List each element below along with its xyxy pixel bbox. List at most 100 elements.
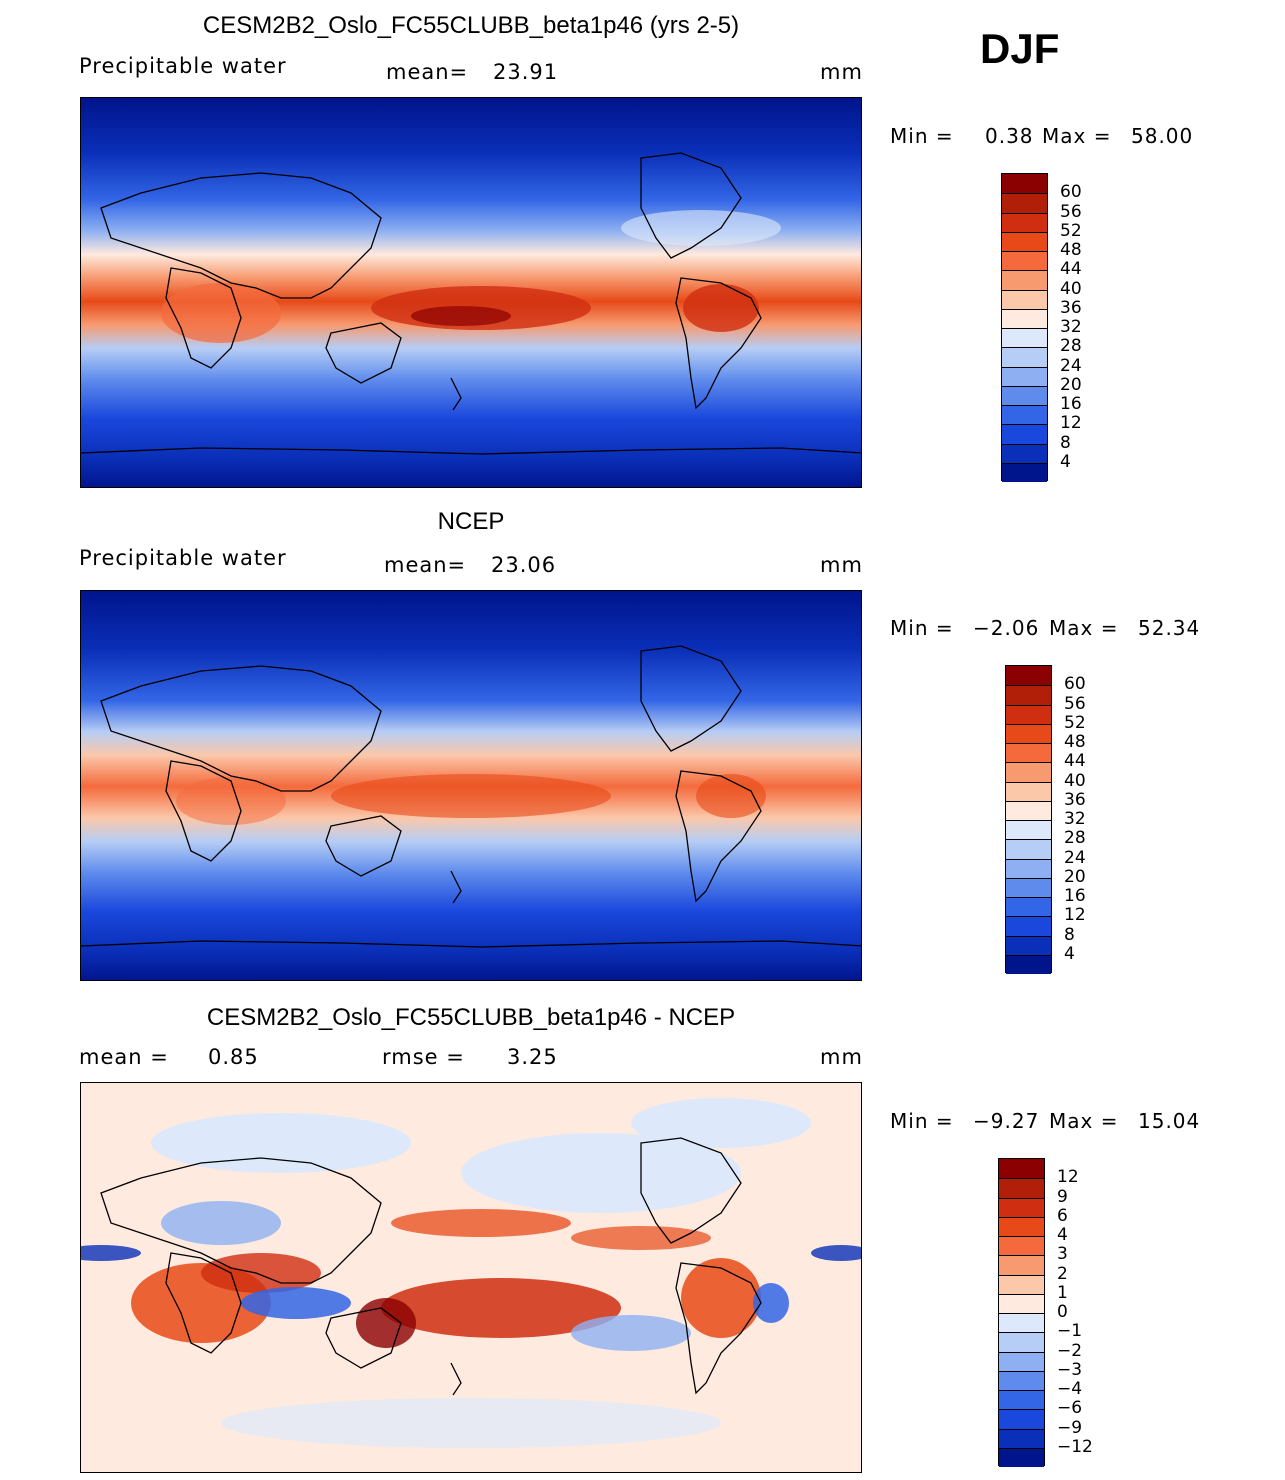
colorbar-cell (999, 1159, 1044, 1179)
colorbar-tick-label: 32 (1064, 809, 1086, 829)
colorbar-tick-label: 60 (1064, 674, 1086, 695)
colorbar-cell (1006, 685, 1051, 705)
colorbar-tick-label: 56 (1060, 201, 1082, 222)
colorbar-cell (1006, 800, 1051, 820)
colorbar-tick-label: 60 (1060, 182, 1082, 203)
colorbar-cell (1006, 935, 1051, 955)
colorbar-cell (1002, 308, 1047, 328)
panel-diff-mean-label: mean = (79, 1045, 169, 1069)
panel-model-variable: Precipitable water (79, 54, 287, 78)
panel-obs-title: NCEP (437, 508, 505, 535)
colorbar-cell (1002, 174, 1047, 194)
colorbar-cell (1002, 385, 1047, 405)
colorbar-cell (1006, 723, 1051, 743)
colorbar-cell (999, 1370, 1044, 1390)
colorbar-tick-label: −3 (1057, 1359, 1083, 1380)
panel-obs-max-label: Max = (1049, 616, 1119, 640)
panel-obs-units: mm (820, 553, 863, 577)
panel-diff-title: CESM2B2_Oslo_FC55CLUBB_beta1p46 - NCEP (206, 1004, 736, 1031)
panel-model-min-value: 0.38 (985, 124, 1034, 148)
panel-diff-max-value: 15.04 (1138, 1109, 1201, 1133)
colorbar-cell (1006, 877, 1051, 897)
colorbar-tick-label: 1 (1057, 1282, 1068, 1303)
panel-obs-colorbar (1005, 665, 1052, 974)
colorbar-tick-label: 8 (1060, 432, 1071, 453)
panel-diff-rmse-value: 3.25 (507, 1045, 558, 1069)
panel-diff-min-value: −9.27 (973, 1109, 1040, 1133)
colorbar-tick-label: 16 (1060, 394, 1082, 414)
panel-diff-colorbar (998, 1158, 1045, 1467)
colorbar-cell (1006, 954, 1051, 974)
colorbar-tick-label: 12 (1060, 413, 1082, 434)
colorbar-tick-label: 36 (1060, 297, 1082, 318)
colorbar-tick-label: 4 (1057, 1225, 1068, 1245)
colorbar-cell (1006, 858, 1051, 878)
panel-model-units: mm (820, 60, 863, 84)
colorbar-cell (1002, 405, 1047, 425)
colorbar-cell (1006, 916, 1051, 936)
colorbar-cell (1006, 762, 1051, 782)
panel-diff-rmse-label: rmse = (382, 1045, 465, 1069)
colorbar-cell (1002, 462, 1047, 482)
panel-model-min-label: Min = (890, 124, 954, 148)
colorbar-cell (1002, 251, 1047, 271)
panel-diff-units: mm (820, 1045, 863, 1069)
panel-obs-mean-label: mean= (384, 553, 467, 577)
colorbar-tick-label: 9 (1057, 1186, 1068, 1207)
colorbar-cell (999, 1409, 1044, 1429)
colorbar-tick-label: −1 (1057, 1321, 1083, 1342)
colorbar-cell (999, 1197, 1044, 1217)
colorbar-tick-label: 48 (1064, 732, 1086, 752)
season-label: DJF (980, 25, 1060, 72)
panel-obs-variable: Precipitable water (79, 546, 287, 570)
colorbar-cell (1002, 347, 1047, 367)
colorbar-tick-label: 40 (1060, 278, 1082, 299)
colorbar-cell (999, 1351, 1044, 1371)
colorbar-tick-label: 20 (1060, 374, 1082, 395)
colorbar-cell (1006, 897, 1051, 917)
colorbar-cell (1002, 193, 1047, 213)
panel-obs-min-value: −2.06 (973, 616, 1040, 640)
colorbar-tick-label: 6 (1057, 1205, 1068, 1226)
panel-diff-min-label: Min = (890, 1109, 954, 1133)
colorbar-tick-label: 32 (1060, 317, 1082, 337)
panel-model-mean-value: 23.91 (493, 60, 559, 84)
colorbar-cell (999, 1255, 1044, 1275)
colorbar-cell (999, 1390, 1044, 1410)
panel-model-max-value: 58.00 (1131, 124, 1194, 148)
colorbar-cell (1002, 289, 1047, 309)
colorbar-tick-label: 24 (1064, 847, 1086, 868)
colorbar-tick-label: 4 (1060, 451, 1071, 472)
colorbar-tick-label: 52 (1060, 220, 1082, 241)
colorbar-tick-label: −2 (1057, 1340, 1083, 1361)
colorbar-tick-label: −9 (1057, 1417, 1083, 1438)
colorbar-cell (1006, 839, 1051, 859)
panel-model-colorbar (1001, 173, 1048, 482)
colorbar-cell (1002, 270, 1047, 290)
colorbar-tick-label: 8 (1064, 924, 1075, 945)
colorbar-tick-label: 4 (1064, 943, 1075, 964)
colorbar-tick-label: −4 (1057, 1379, 1083, 1399)
colorbar-cell (1006, 743, 1051, 763)
colorbar-tick-label: 44 (1060, 259, 1082, 280)
colorbar-tick-label: 2 (1057, 1263, 1068, 1284)
colorbar-tick-label: 28 (1064, 828, 1086, 849)
colorbar-tick-label: 48 (1060, 240, 1082, 260)
colorbar-cell (999, 1447, 1044, 1467)
colorbar-tick-label: 44 (1064, 751, 1086, 772)
colorbar-cell (999, 1274, 1044, 1294)
panel-diff-max-label: Max = (1049, 1109, 1119, 1133)
panel-model-title: CESM2B2_Oslo_FC55CLUBB_beta1p46 (yrs 2-5… (202, 12, 740, 39)
colorbar-cell (1002, 231, 1047, 251)
colorbar-tick-label: 52 (1064, 712, 1086, 733)
colorbar-cell (999, 1332, 1044, 1352)
colorbar-cell (1006, 704, 1051, 724)
colorbar-tick-label: 12 (1057, 1167, 1079, 1188)
colorbar-cell (999, 1428, 1044, 1448)
colorbar-cell (1002, 443, 1047, 463)
colorbar-tick-label: 36 (1064, 789, 1086, 810)
colorbar-tick-label: 20 (1064, 866, 1086, 887)
colorbar-tick-label: 56 (1064, 693, 1086, 714)
colorbar-cell (1006, 781, 1051, 801)
panel-obs-mean-value: 23.06 (491, 553, 557, 577)
